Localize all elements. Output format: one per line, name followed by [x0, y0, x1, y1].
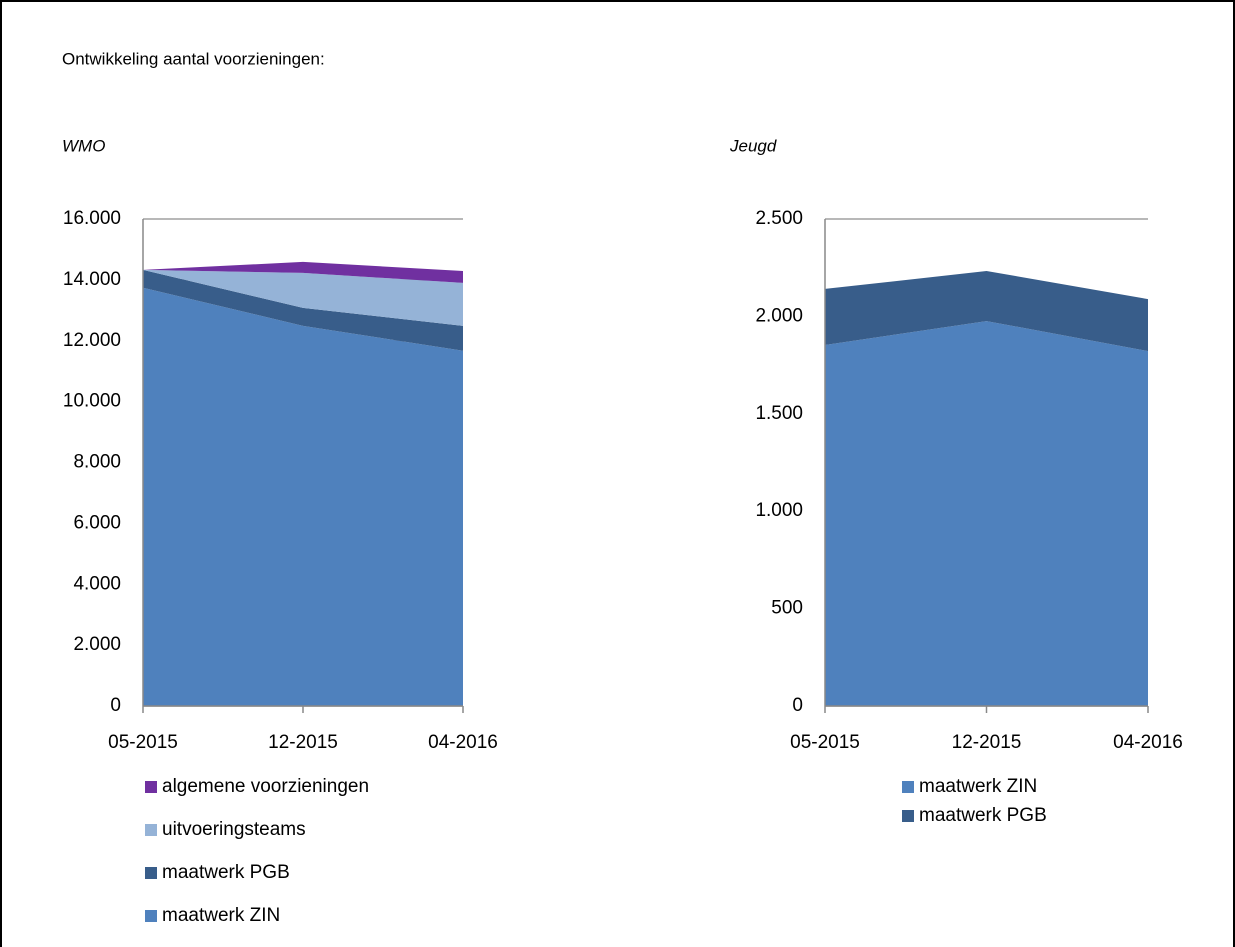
legend-label: algemene voorzieningen — [162, 776, 369, 797]
y-tick-label: 12.000 — [63, 330, 121, 351]
legend-swatch — [145, 824, 157, 836]
y-tick-label: 500 — [771, 598, 803, 619]
area — [143, 269, 463, 326]
x-tick-label: 05-2015 — [790, 732, 860, 753]
y-tick-label: 0 — [110, 695, 121, 716]
area — [143, 261, 463, 283]
area — [143, 269, 463, 351]
legend-label: maatwerk PGB — [162, 862, 290, 883]
x-tick-label: 05-2015 — [108, 732, 178, 753]
chart-title: Jeugd — [729, 136, 777, 155]
legend-label: maatwerk ZIN — [162, 905, 280, 926]
y-tick-label: 2.500 — [755, 208, 803, 229]
x-tick-label: 12-2015 — [952, 732, 1022, 753]
y-tick-label: 6.000 — [73, 512, 121, 533]
y-tick-label: 1.500 — [755, 403, 803, 424]
area — [825, 271, 1148, 352]
y-tick-label: 2.000 — [755, 305, 803, 326]
x-tick-label: 04-2016 — [1113, 732, 1183, 753]
legend-swatch — [145, 910, 157, 922]
y-tick-label: 10.000 — [63, 391, 121, 412]
legend-label: maatwerk ZIN — [919, 776, 1037, 797]
y-tick-label: 2.000 — [73, 634, 121, 655]
legend-swatch — [145, 781, 157, 793]
legend-swatch — [902, 810, 914, 822]
y-tick-label: 1.000 — [755, 500, 803, 521]
y-tick-label: 4.000 — [73, 573, 121, 594]
legend-swatch — [145, 867, 157, 879]
legend-swatch — [902, 781, 914, 793]
y-tick-label: 14.000 — [63, 269, 121, 290]
legend-label: maatwerk PGB — [919, 805, 1047, 826]
legend-label: uitvoeringsteams — [162, 819, 306, 840]
x-tick-label: 04-2016 — [428, 732, 498, 753]
page-title: Ontwikkeling aantal voorzieningen: — [62, 49, 325, 68]
y-tick-label: 0 — [792, 695, 803, 716]
y-tick-label: 16.000 — [63, 208, 121, 229]
x-tick-label: 12-2015 — [268, 732, 338, 753]
area — [825, 321, 1148, 706]
y-tick-label: 8.000 — [73, 452, 121, 473]
chart-title: WMO — [62, 136, 105, 155]
area — [143, 287, 463, 706]
